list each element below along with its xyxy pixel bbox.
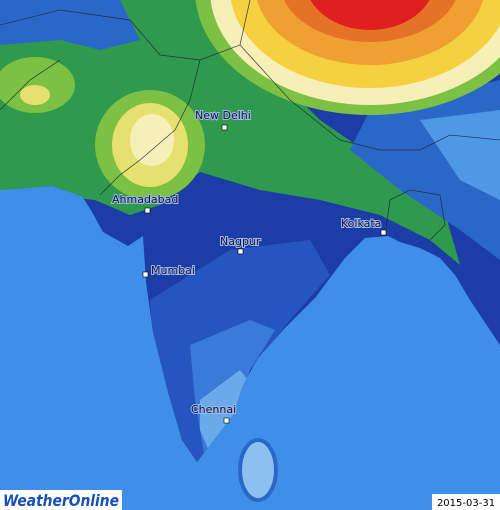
logo-background [0, 490, 122, 510]
city-label: Chennai [191, 403, 236, 416]
band-red-tibet [305, 0, 435, 30]
city-label: New Delhi [195, 109, 251, 122]
band-light-blue [200, 370, 252, 458]
band-blue-north [0, 0, 140, 50]
date: 2015-03-31 [437, 498, 495, 509]
city-marker [223, 417, 230, 424]
city-marker [380, 229, 387, 236]
city-markers [142, 124, 387, 424]
city-label: Mumbai [151, 264, 195, 277]
city-marker [237, 248, 244, 255]
city-label: Nagpur [220, 235, 261, 248]
border-line [384, 189, 446, 241]
band-yellow-west [20, 85, 50, 105]
band-green [0, 0, 460, 265]
city-label: Ahmadabad [112, 193, 178, 206]
date-background [432, 494, 500, 510]
logo: WeatherOnline [3, 491, 119, 510]
city-marker [144, 207, 151, 214]
border-line [0, 9, 201, 196]
border-line [239, 44, 500, 151]
sri-lanka [238, 438, 278, 502]
city-label: Kolkata [341, 217, 381, 230]
band-pale-yellow [130, 114, 174, 166]
city-marker [221, 124, 228, 131]
band-light-blue-east [420, 110, 500, 200]
city-marker [142, 271, 149, 278]
border-line [0, 59, 61, 111]
borders [0, 0, 500, 241]
